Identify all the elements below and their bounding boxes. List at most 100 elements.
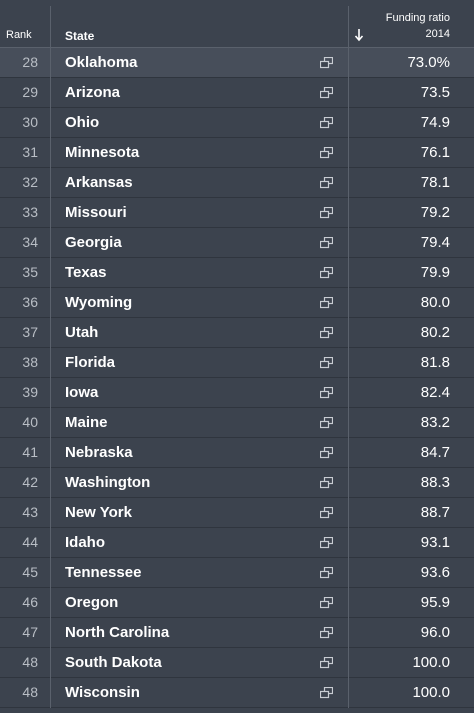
column-divider — [348, 678, 349, 708]
rank-header[interactable]: Rank — [6, 29, 32, 41]
state-cell[interactable]: Iowa — [65, 384, 99, 401]
column-divider — [50, 6, 51, 47]
state-header[interactable]: State — [65, 29, 95, 43]
rank-cell: 31 — [22, 144, 38, 160]
rank-cell: 38 — [22, 354, 38, 370]
state-cell[interactable]: Georgia — [65, 234, 122, 251]
column-divider — [50, 258, 51, 288]
popup-icon[interactable] — [320, 87, 333, 99]
state-cell[interactable]: Utah — [65, 324, 99, 341]
rank-cell: 45 — [22, 564, 38, 580]
popup-icon[interactable] — [320, 567, 333, 579]
popup-icon[interactable] — [320, 297, 333, 309]
state-cell[interactable]: Tennessee — [65, 564, 142, 581]
column-divider — [348, 228, 349, 258]
table-row: 42 Washington 88.3 — [0, 468, 474, 498]
popup-icon[interactable] — [320, 177, 333, 189]
popup-icon[interactable] — [320, 417, 333, 429]
popup-icon[interactable] — [320, 237, 333, 249]
table-row: 34 Georgia 79.4 — [0, 228, 474, 258]
state-cell[interactable]: Missouri — [65, 204, 127, 221]
popup-icon[interactable] — [320, 687, 333, 699]
state-cell[interactable]: Arizona — [65, 84, 121, 101]
state-cell[interactable]: New York — [65, 504, 132, 521]
popup-icon[interactable] — [320, 657, 333, 669]
column-divider — [50, 468, 51, 498]
state-cell[interactable]: Idaho — [65, 534, 105, 551]
popup-icon[interactable] — [320, 207, 333, 219]
table-row: 29 Arizona 73.5 — [0, 78, 474, 108]
rank-cell: 42 — [22, 474, 38, 490]
column-divider — [50, 588, 51, 618]
table-row: 30 Ohio 74.9 — [0, 108, 474, 138]
column-divider — [50, 348, 51, 378]
column-divider — [348, 498, 349, 528]
popup-icon[interactable] — [320, 477, 333, 489]
funding-cell: 82.4 — [420, 384, 450, 401]
column-divider — [348, 438, 349, 468]
popup-icon[interactable] — [320, 597, 333, 609]
column-divider — [50, 648, 51, 678]
popup-icon[interactable] — [320, 447, 333, 459]
state-cell[interactable]: North Carolina — [65, 624, 170, 641]
state-cell[interactable]: Arkansas — [65, 174, 133, 191]
rank-cell: 48 — [22, 654, 38, 670]
popup-icon[interactable] — [320, 357, 333, 369]
table-row: 41 Nebraska 84.7 — [0, 438, 474, 468]
state-cell[interactable]: Texas — [65, 264, 107, 281]
column-divider — [50, 438, 51, 468]
rank-cell: 40 — [22, 414, 38, 430]
state-cell[interactable]: South Dakota — [65, 654, 162, 671]
column-divider — [348, 78, 349, 108]
funding-cell: 96.0 — [420, 624, 450, 641]
popup-icon[interactable] — [320, 117, 333, 129]
table-row: 39 Iowa 82.4 — [0, 378, 474, 408]
popup-icon[interactable] — [320, 387, 333, 399]
table-row: 44 Idaho 93.1 — [0, 528, 474, 558]
funding-cell: 81.8 — [420, 354, 450, 371]
column-divider — [348, 528, 349, 558]
state-cell[interactable]: Oklahoma — [65, 54, 138, 71]
funding-cell: 80.2 — [420, 324, 450, 341]
funding-cell: 88.3 — [420, 474, 450, 491]
popup-icon[interactable] — [320, 267, 333, 279]
state-cell[interactable]: Maine — [65, 414, 108, 431]
popup-icon[interactable] — [320, 147, 333, 159]
column-divider — [348, 408, 349, 438]
column-divider — [348, 258, 349, 288]
column-divider — [50, 678, 51, 708]
table-row: 31 Minnesota 76.1 — [0, 138, 474, 168]
popup-icon[interactable] — [320, 507, 333, 519]
sort-arrow[interactable] — [354, 28, 364, 42]
state-cell[interactable]: Wyoming — [65, 294, 133, 311]
column-divider — [348, 588, 349, 618]
funding-header[interactable]: Funding ratio — [385, 12, 450, 24]
funding-cell: 79.2 — [420, 204, 450, 221]
table-row: 43 New York 88.7 — [0, 498, 474, 528]
state-cell[interactable]: Nebraska — [65, 444, 133, 461]
rank-cell: 47 — [22, 624, 38, 640]
column-divider — [50, 498, 51, 528]
column-divider — [50, 618, 51, 648]
column-divider — [348, 6, 349, 47]
popup-icon[interactable] — [320, 627, 333, 639]
funding-cell: 88.7 — [420, 504, 450, 521]
column-divider — [50, 108, 51, 138]
table-row: 33 Missouri 79.2 — [0, 198, 474, 228]
column-divider — [348, 138, 349, 168]
state-cell[interactable]: Ohio — [65, 114, 100, 131]
popup-icon[interactable] — [320, 537, 333, 549]
state-cell[interactable]: Wisconsin — [65, 684, 140, 701]
rank-cell: 32 — [22, 174, 38, 190]
table-row: 48 South Dakota 100.0 — [0, 648, 474, 678]
year-header[interactable]: 2014 — [425, 28, 450, 40]
state-cell[interactable]: Oregon — [65, 594, 119, 611]
state-cell[interactable]: Florida — [65, 354, 116, 371]
column-divider — [348, 648, 349, 678]
table-row: 32 Arkansas 78.1 — [0, 168, 474, 198]
popup-icon[interactable] — [320, 327, 333, 339]
popup-icon[interactable] — [320, 57, 333, 69]
funding-cell: 80.0 — [420, 294, 450, 311]
state-cell[interactable]: Minnesota — [65, 144, 140, 161]
state-cell[interactable]: Washington — [65, 474, 151, 491]
